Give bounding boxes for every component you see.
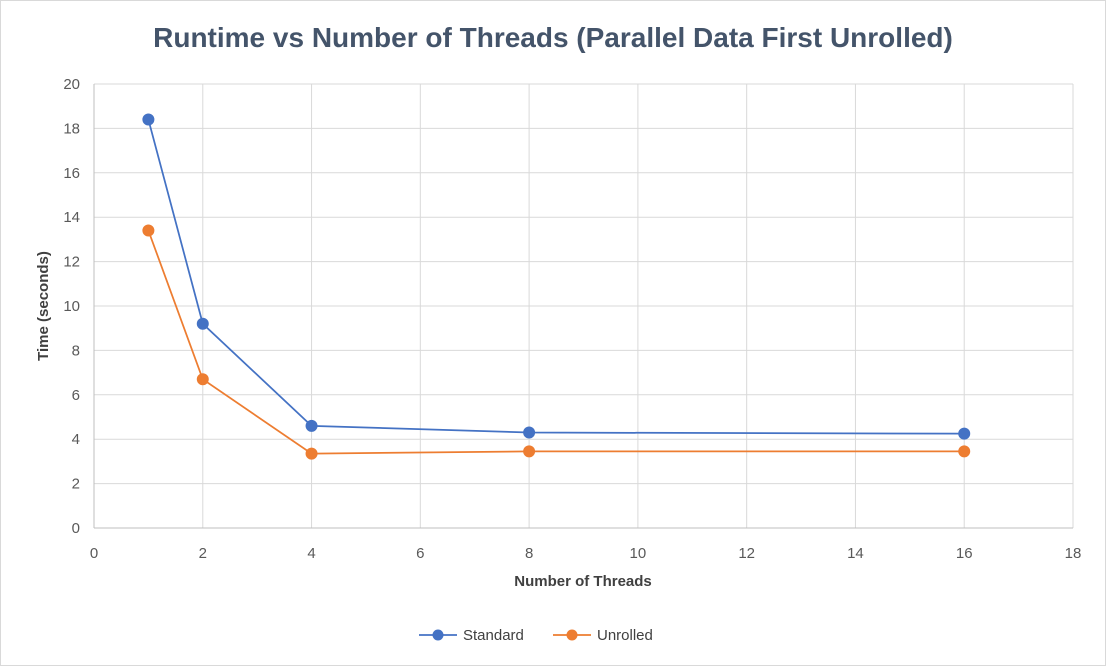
x-tick-label: 2 bbox=[199, 545, 207, 562]
y-tick-label: 0 bbox=[72, 520, 80, 537]
legend-marker-standard bbox=[432, 629, 444, 641]
y-tick-label: 10 bbox=[63, 298, 80, 315]
y-axis-title: Time (seconds) bbox=[35, 251, 52, 361]
series-line-unrolled bbox=[147, 230, 965, 455]
y-tick-label: 16 bbox=[63, 165, 80, 182]
legend-label-standard: Standard bbox=[463, 627, 524, 644]
data-point-unrolled bbox=[305, 447, 318, 460]
x-tick-label: 18 bbox=[1065, 545, 1082, 562]
x-tick-label: 16 bbox=[956, 545, 973, 562]
x-tick-label: 10 bbox=[630, 545, 647, 562]
x-tick-label: 12 bbox=[738, 545, 755, 562]
x-tick-label: 14 bbox=[847, 545, 864, 562]
x-tick-label: 4 bbox=[307, 545, 315, 562]
y-tick-label: 8 bbox=[72, 342, 80, 359]
data-point-standard bbox=[196, 317, 209, 330]
data-point-standard bbox=[305, 419, 318, 432]
data-point-unrolled bbox=[958, 445, 971, 458]
y-tick-label: 2 bbox=[72, 476, 80, 493]
legend-label-unrolled: Unrolled bbox=[597, 627, 653, 644]
chart-title: Runtime vs Number of Threads (Parallel D… bbox=[153, 22, 953, 53]
x-axis-title: Number of Threads bbox=[514, 573, 652, 590]
axis-layer: 0 2 4 6 8 10 12 14 16 18 20 0 2 4 6 8 10 12 14 16 18 bbox=[63, 76, 1081, 562]
legend-marker-unrolled bbox=[566, 629, 578, 641]
x-tick-label: 0 bbox=[90, 545, 98, 562]
data-point-unrolled bbox=[523, 445, 536, 458]
series-line-standard bbox=[147, 119, 965, 435]
series-layer bbox=[142, 113, 971, 460]
data-point-standard bbox=[958, 427, 971, 440]
y-tick-label: 18 bbox=[63, 120, 80, 137]
x-tick-label: 8 bbox=[525, 545, 533, 562]
y-tick-label: 6 bbox=[72, 387, 80, 404]
y-tick-label: 14 bbox=[63, 209, 80, 226]
data-point-unrolled bbox=[196, 373, 209, 386]
data-point-standard bbox=[142, 113, 155, 126]
x-tick-label: 6 bbox=[416, 545, 424, 562]
legend-layer: Standard Unrolled bbox=[419, 627, 653, 644]
y-tick-label: 4 bbox=[72, 431, 80, 448]
grid-layer bbox=[94, 83, 1074, 528]
data-point-standard bbox=[523, 426, 536, 439]
y-tick-label: 20 bbox=[63, 76, 80, 93]
data-point-unrolled bbox=[142, 224, 155, 237]
y-tick-label: 12 bbox=[63, 254, 80, 271]
